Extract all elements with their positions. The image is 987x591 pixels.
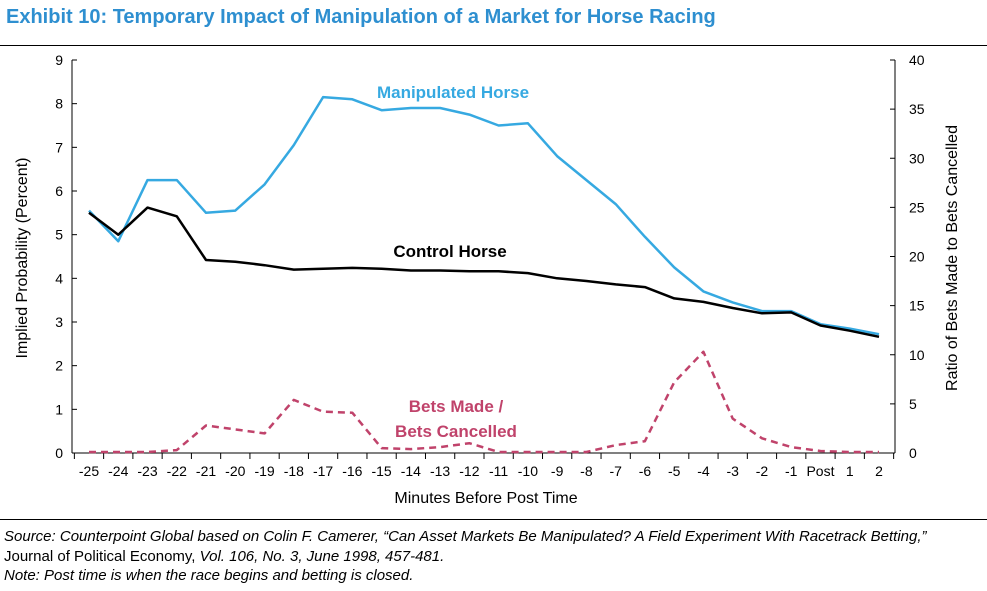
- y-tick-label-right: 30: [909, 150, 925, 166]
- y-tick-label-right: 20: [909, 249, 925, 265]
- y-tick-label-right: 35: [909, 101, 925, 117]
- x-tick-label: -25: [79, 463, 99, 479]
- x-tick-label: -4: [697, 463, 710, 479]
- x-tick-label: Post: [806, 463, 834, 479]
- y-axis-label-right: Ratio of Bets Made to Bets Cancelled: [944, 125, 961, 391]
- x-tick-label: -3: [726, 463, 739, 479]
- y-tick-label-left: 2: [55, 358, 63, 374]
- y-tick-label-left: 3: [55, 314, 63, 330]
- x-tick-label: 2: [875, 463, 883, 479]
- x-tick-label: -23: [137, 463, 157, 479]
- x-tick-label: -16: [342, 463, 362, 479]
- y-axis-label-left: Implied Probability (Percent): [14, 158, 31, 359]
- post-time-note: Note: Post time is when the race begins …: [4, 567, 414, 584]
- series-line-manipulated-horse: [88, 95, 880, 336]
- y-tick-label-right: 5: [909, 396, 917, 412]
- x-tick-label: 1: [846, 463, 854, 479]
- series-label-control-horse: Control Horse: [393, 242, 506, 261]
- title-rule: [0, 45, 987, 46]
- x-tick-label: -17: [313, 463, 333, 479]
- y-tick-label-left: 0: [55, 445, 63, 461]
- x-tick-label: -22: [167, 463, 187, 479]
- x-tick-label: -11: [489, 463, 508, 479]
- y-tick-label-left: 9: [55, 52, 63, 68]
- x-tick-label: -24: [108, 463, 128, 479]
- y-tick-label-left: 5: [55, 227, 63, 243]
- x-tick-label: -12: [459, 463, 479, 479]
- x-axis-label: Minutes Before Post Time: [394, 490, 577, 507]
- x-tick-label: -15: [371, 463, 391, 479]
- series-line-control-horse: [88, 206, 880, 339]
- x-tick-label: -9: [551, 463, 564, 479]
- x-tick-label: -14: [401, 463, 421, 479]
- y-tick-label-left: 7: [55, 139, 63, 155]
- source-journal: Journal of Political Economy,: [4, 547, 196, 565]
- source-text: Source: Counterpoint Global based on Col…: [4, 528, 927, 545]
- y-tick-label-right: 0: [909, 445, 917, 461]
- x-tick-label: -10: [518, 463, 538, 479]
- x-tick-label: -5: [668, 463, 681, 479]
- x-tick-label: -20: [225, 463, 245, 479]
- x-tick-label: -19: [254, 463, 274, 479]
- chart-footnotes: Source: Counterpoint Global based on Col…: [4, 527, 979, 586]
- y-tick-label-right: 25: [909, 199, 925, 215]
- y-tick-label-left: 4: [55, 270, 63, 286]
- x-tick-label: -8: [580, 463, 593, 479]
- y-tick-label-right: 40: [909, 52, 925, 68]
- x-tick-label: -2: [756, 463, 769, 479]
- y-axis-label-right-group: Ratio of Bets Made to Bets Cancelled: [944, 125, 961, 391]
- x-tick-label: -6: [639, 463, 652, 479]
- x-tick-label: -21: [196, 463, 216, 479]
- y-tick-label-left: 1: [55, 401, 63, 417]
- chart-plot-area: Manipulated Horse Control Horse Bets Made …: [88, 83, 880, 454]
- chart-title: Exhibit 10: Temporary Impact of Manipula…: [6, 6, 716, 28]
- y-tick-label-right: 15: [909, 298, 925, 314]
- series-label-bets-ratio: Bets Cancelled: [395, 422, 517, 441]
- y-tick-label-left: 8: [55, 96, 63, 112]
- footer-rule: [0, 519, 987, 520]
- series-label-manipulated-horse: Manipulated Horse: [377, 83, 529, 102]
- x-tick-label: -1: [785, 463, 798, 479]
- series-label-bets-ratio: Bets Made /: [409, 397, 504, 416]
- x-tick-label: -18: [284, 463, 304, 479]
- source-note: Source: Counterpoint Global based on Col…: [4, 527, 979, 566]
- x-tick-label: -7: [609, 463, 622, 479]
- y-axis-label-left-group: Implied Probability (Percent): [14, 158, 31, 359]
- y-tick-label-left: 6: [55, 183, 63, 199]
- source-citation: Vol. 106, No. 3, June 1998, 457-481.: [199, 547, 445, 565]
- x-tick-label: -13: [430, 463, 450, 479]
- y-tick-label-right: 10: [909, 347, 925, 363]
